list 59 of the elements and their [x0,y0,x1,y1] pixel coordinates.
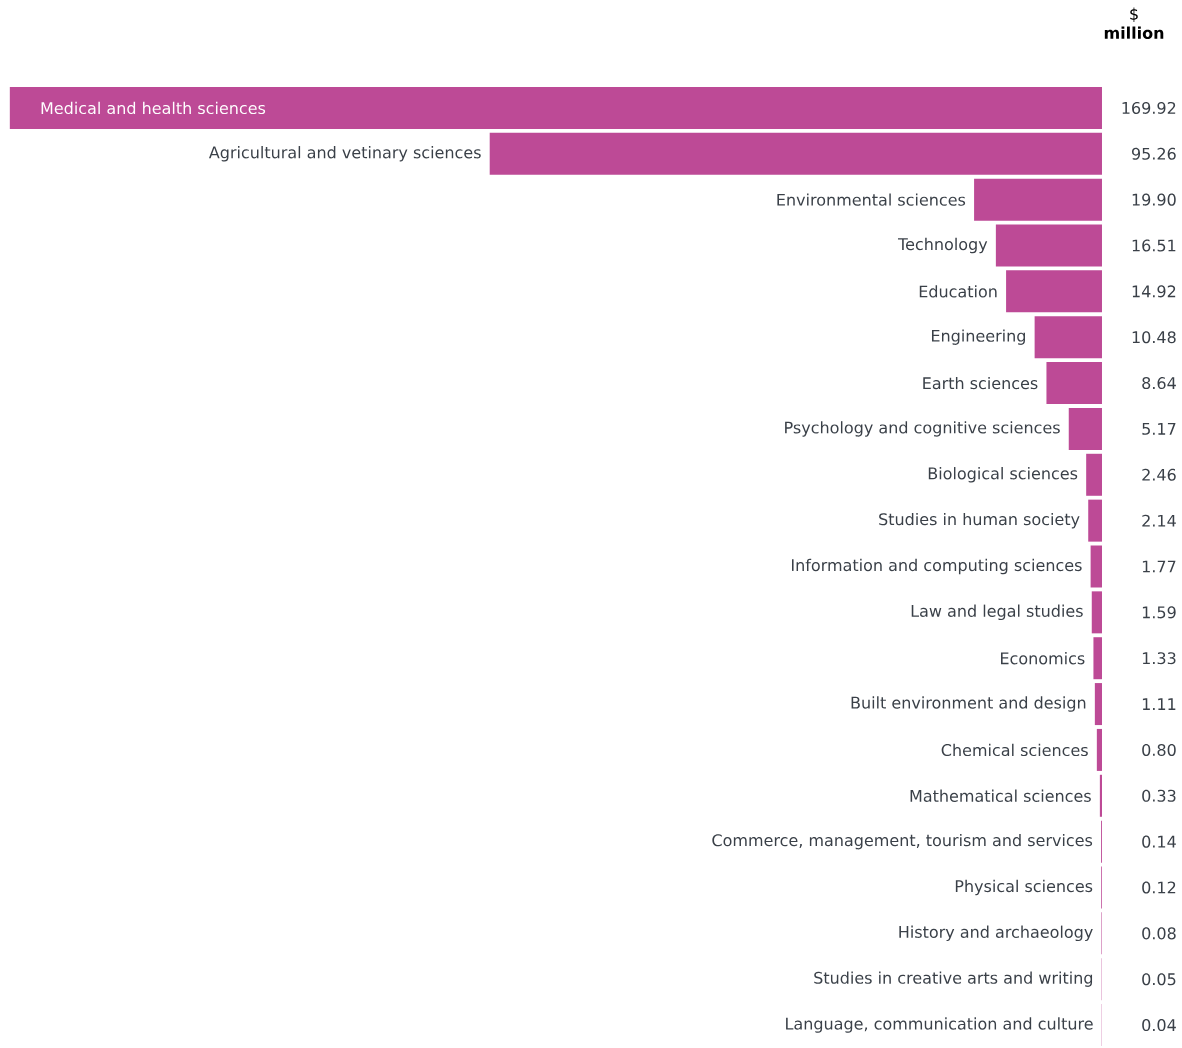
data-label: 10.48 [1132,331,1176,344]
y-tick-label: History and archaeology [899,925,1093,942]
data-label: 95.26 [1131,147,1176,160]
data-label: 14.92 [1132,285,1176,298]
y-tick-label: Built environment and design [851,696,1086,712]
data-label: 2.14 [1142,514,1176,527]
data-label: 0.12 [1142,881,1176,894]
bar [9,86,1102,129]
data-label: 0.04 [1142,1019,1176,1032]
y-tick-label: Language, communication and culture [786,1017,1093,1033]
bar [1034,316,1102,359]
data-label: 1.59 [1142,606,1176,619]
y-tick-label: Medical and health sciences [41,101,266,115]
bar [1094,683,1102,726]
bar [974,178,1102,221]
data-label: 19.90 [1132,193,1176,206]
data-label: 16.51 [1132,239,1176,252]
y-tick-label: Mathematical sciences [910,789,1091,802]
bar [1088,499,1102,542]
bar [995,224,1102,267]
y-tick-label: Law and legal studies [911,604,1083,621]
data-label: 1.11 [1142,698,1176,710]
bar [1090,545,1102,588]
bar [1096,728,1102,771]
y-tick-label: Information and computing sciences [791,558,1082,575]
data-label: 0.05 [1142,973,1176,986]
data-label: 169.92 [1122,101,1176,114]
data-label: 0.33 [1142,789,1176,802]
bar [1006,270,1102,313]
text: $ million [1104,7,1164,39]
y-tick-label: Earth sciences [923,376,1038,390]
y-tick-label: Technology [897,237,988,254]
bar [1046,362,1102,405]
bar [1099,774,1102,817]
y-tick-label: Economics [1001,652,1085,665]
y-tick-label: Biological sciences [928,467,1078,483]
data-label: 1.33 [1142,652,1176,665]
bar [1086,453,1102,496]
y-tick-label: Education [919,285,997,298]
y-tick-label: Commerce, management, tourism and services [712,833,1093,850]
y-tick-label: Engineering [931,329,1025,345]
y-tick-label: Psychology and cognitive sciences [785,421,1060,437]
data-label: 0.80 [1142,743,1176,756]
y-tick-label: Chemical sciences [941,743,1088,757]
y-tick-label: Agricultural and vetinary sciences [208,146,481,162]
y-tick-label: Physical sciences [955,879,1093,896]
y-tick-label: Studies in human society [879,512,1080,529]
bar [1068,407,1102,450]
bar [489,132,1102,175]
bar [1093,637,1102,680]
y-tick-label: Environmental sciences [777,193,966,206]
bar [1091,591,1102,634]
data-label: 0.08 [1142,927,1176,940]
data-label: 5.17 [1142,422,1176,435]
data-label: 8.64 [1142,377,1176,390]
data-label: 1.77 [1142,560,1176,573]
data-label: 2.46 [1142,468,1176,481]
data-label: 0.14 [1142,835,1176,848]
y-tick-label: Studies in creative arts and writing [814,971,1093,987]
